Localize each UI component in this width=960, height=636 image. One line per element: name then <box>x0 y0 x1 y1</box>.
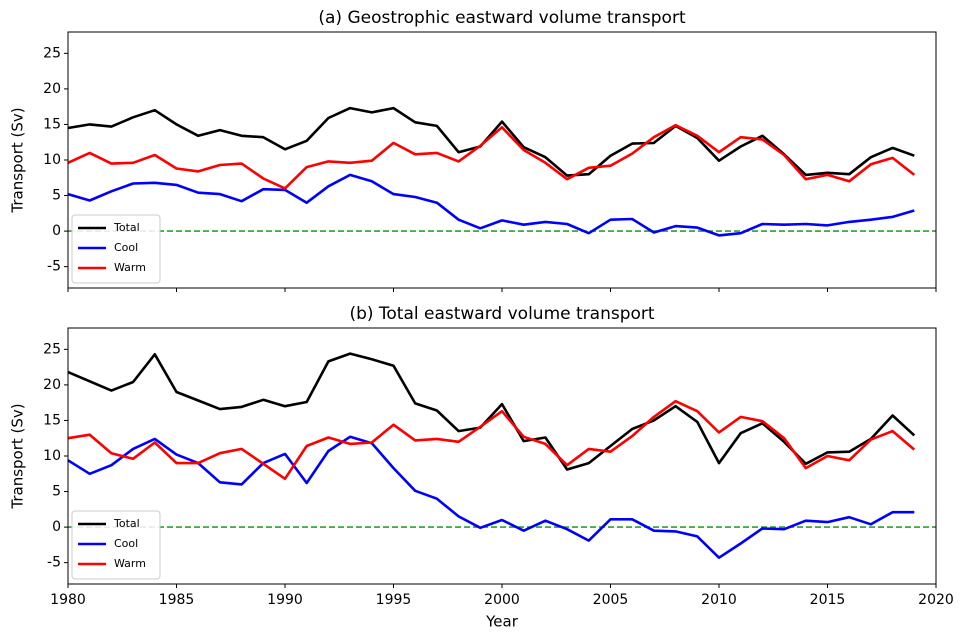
axes-frame <box>67 327 937 585</box>
x-tick-label: 2015 <box>810 592 846 608</box>
legend-label: Cool <box>114 241 138 254</box>
legend-label: Warm <box>114 557 146 570</box>
legend-label: Warm <box>114 261 146 274</box>
y-tick-label: 20 <box>43 377 61 393</box>
y-axis-label: Transport (Sv) <box>9 107 27 213</box>
y-tick-label: 5 <box>52 484 61 500</box>
x-tick-label: 2010 <box>701 592 737 608</box>
y-tick-label: 0 <box>52 519 61 535</box>
y-tick-label: 10 <box>43 448 61 464</box>
series-line <box>67 399 916 481</box>
y-tick-label: 20 <box>43 81 61 97</box>
x-tick-label: 1995 <box>376 592 412 608</box>
series-line <box>67 173 915 237</box>
legend-label: Total <box>113 517 140 530</box>
panel-title: (a) Geostrophic eastward volume transpor… <box>318 8 686 28</box>
x-axis-label: Year <box>485 613 519 631</box>
series-line <box>67 106 915 177</box>
y-tick-label: 15 <box>43 412 61 428</box>
legend-label: Total <box>113 221 140 234</box>
panel-title: (b) Total eastward volume transport <box>349 304 654 324</box>
x-tick-label: 2020 <box>918 592 954 608</box>
x-tick-label: 1985 <box>159 592 195 608</box>
panel: (a) Geostrophic eastward volume transpor… <box>9 8 937 292</box>
legend-box <box>71 510 161 580</box>
y-tick-label: 5 <box>52 188 61 204</box>
legend-label: Cool <box>114 537 138 550</box>
series-line <box>67 352 916 471</box>
y-tick-label: 25 <box>43 341 61 357</box>
legend-box <box>71 214 161 284</box>
y-tick-label: -5 <box>47 259 61 275</box>
x-tick-label: 2000 <box>484 592 520 608</box>
legend: Total Cool Warm <box>71 214 161 284</box>
series-line <box>67 435 915 559</box>
x-tick-label: 1990 <box>267 592 303 608</box>
y-tick-label: 25 <box>43 45 61 61</box>
axes-frame <box>67 31 937 289</box>
legend: Total Cool Warm <box>71 510 161 580</box>
series-line <box>67 123 916 190</box>
y-tick-label: 15 <box>43 116 61 132</box>
y-tick-label: 10 <box>43 152 61 168</box>
panel: (b) Total eastward volume transport Trans… <box>9 304 954 631</box>
x-tick-label: 2005 <box>593 592 629 608</box>
y-tick-label: 0 <box>52 223 61 239</box>
y-axis-label: Transport (Sv) <box>9 403 27 509</box>
x-tick-label: 1980 <box>50 592 86 608</box>
y-tick-label: -5 <box>47 555 61 571</box>
